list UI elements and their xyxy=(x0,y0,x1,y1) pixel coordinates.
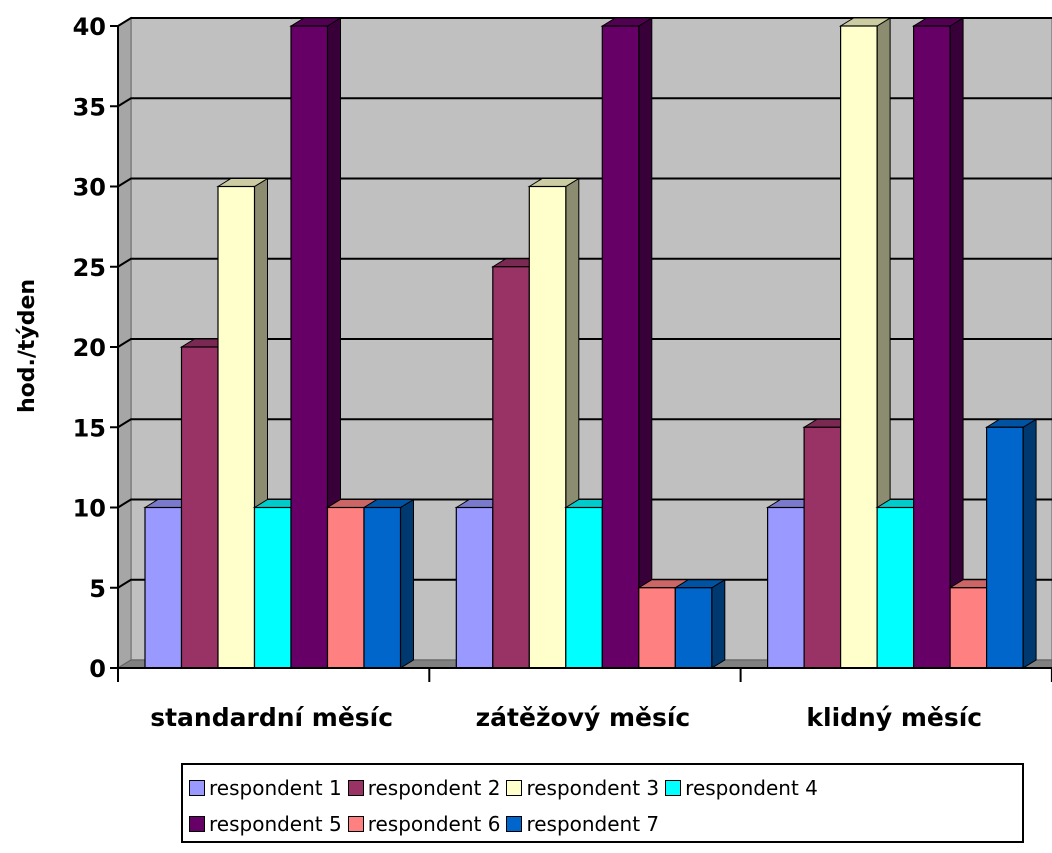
bar-front xyxy=(949,587,988,669)
legend-label: respondent 3 xyxy=(526,776,660,800)
legend-item: respondent 3 xyxy=(506,776,659,800)
y-tick-label: 30 xyxy=(73,174,106,202)
legend-swatch xyxy=(189,780,205,796)
legend-swatch xyxy=(189,816,205,832)
legend-label: respondent 2 xyxy=(367,776,501,800)
bar-front xyxy=(455,506,494,669)
legend-label: respondent 7 xyxy=(526,812,660,836)
y-tick-label: 10 xyxy=(73,495,106,523)
bar xyxy=(838,17,892,669)
y-tick-label: 20 xyxy=(73,334,106,362)
legend-swatch xyxy=(347,780,364,796)
gridline xyxy=(117,257,1052,268)
legend-swatch xyxy=(506,816,523,832)
legend-item: respondent 5 xyxy=(189,812,342,836)
y-tick-label: 0 xyxy=(89,655,106,683)
bar-front xyxy=(912,25,951,669)
bar-front xyxy=(144,506,183,669)
bar-side xyxy=(711,578,726,669)
bar-front xyxy=(839,25,878,669)
bar-front xyxy=(876,506,915,669)
bar-front xyxy=(565,506,603,669)
bar-side xyxy=(400,498,414,669)
legend-row: respondent 5 respondent 6 respondent 7 xyxy=(189,806,1022,842)
legend-swatch xyxy=(506,780,523,796)
category-label: standardní měsíc xyxy=(150,703,393,732)
bar xyxy=(362,498,416,669)
y-tick-label: 40 xyxy=(73,13,106,41)
y-tick-labels: 0 5 10 15 20 25 30 35 40 xyxy=(73,13,106,683)
category-labels: standardní měsíc zátěžový měsíc klidný měs… xyxy=(150,703,982,732)
bar-front xyxy=(638,587,676,669)
bar xyxy=(911,17,965,669)
gridline xyxy=(117,17,1052,27)
bar-front xyxy=(290,25,329,669)
legend-label: respondent 1 xyxy=(209,776,342,800)
gridline xyxy=(117,177,1052,188)
gridline xyxy=(117,498,1052,509)
legend-row: respondent 1 respondent 2 respondent 3 resp… xyxy=(189,770,1022,806)
bar xyxy=(216,177,270,669)
y-tick-label: 35 xyxy=(73,93,106,121)
y-tick-label: 25 xyxy=(73,254,106,282)
legend-item: respondent 6 xyxy=(347,812,501,836)
y-axis-title: hod./týden xyxy=(15,279,40,413)
legend-item: respondent 4 xyxy=(665,776,818,800)
bar-front xyxy=(253,506,292,669)
bar-front xyxy=(766,506,805,669)
bar xyxy=(984,418,1038,669)
gridline xyxy=(117,578,1052,589)
bar-side xyxy=(1022,418,1037,669)
bar-front xyxy=(674,587,713,669)
bar-front xyxy=(217,185,256,669)
bar-front xyxy=(528,185,567,669)
bars xyxy=(143,17,1038,669)
bar-side xyxy=(949,17,964,669)
gridline xyxy=(117,418,1052,429)
bar xyxy=(673,578,727,669)
category-label: zátěžový měsíc xyxy=(476,703,691,732)
legend-item: respondent 7 xyxy=(506,812,659,836)
bar-front xyxy=(803,426,842,669)
legend-item: respondent 1 xyxy=(189,776,342,800)
legend-label: respondent 4 xyxy=(685,776,818,800)
bar xyxy=(600,17,654,669)
bar-side xyxy=(638,17,653,669)
legend-item: respondent 2 xyxy=(347,776,501,800)
legend-label: respondent 6 xyxy=(367,812,501,836)
y-tick-label: 15 xyxy=(73,414,106,442)
gridline xyxy=(117,97,1052,108)
y-tick-label: 5 xyxy=(89,575,106,603)
bar-front xyxy=(363,506,402,669)
gridlines xyxy=(117,17,1052,589)
bar-front xyxy=(492,266,530,669)
legend-swatch xyxy=(347,816,364,832)
legend: respondent 1 respondent 2 respondent 3 resp… xyxy=(181,763,1024,843)
bar-front xyxy=(985,426,1024,669)
gridline xyxy=(117,338,1052,348)
category-label: klidný měsíc xyxy=(806,703,982,732)
bar-front xyxy=(601,25,640,669)
bar-front xyxy=(180,346,219,669)
legend-swatch xyxy=(665,780,682,796)
legend-label: respondent 5 xyxy=(209,812,342,836)
bar-front xyxy=(326,506,365,669)
